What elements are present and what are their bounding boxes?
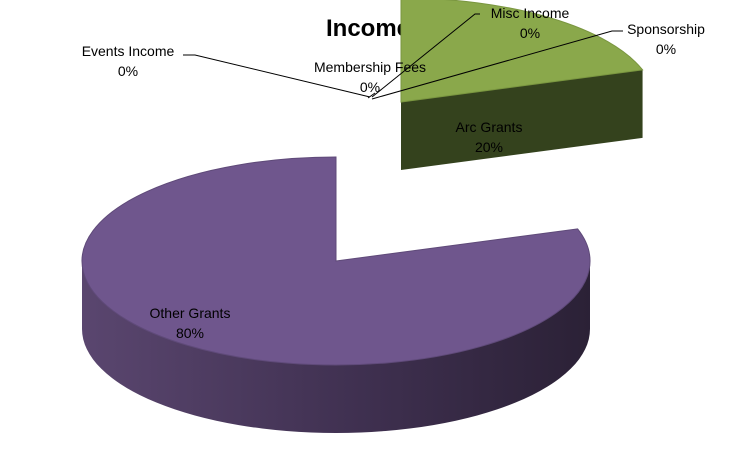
slice-name-arc-grants: Arc Grants [456,119,523,135]
slice-pct-events-income: 0% [118,63,138,79]
slice-pct-arc-grants: 20% [475,139,503,155]
chart-title: Income [326,15,410,42]
leader-line-membership-fees [367,92,376,99]
leader-line-sponsorship [371,30,623,100]
leader-line-events-income [183,54,371,98]
slice-pct-other-grants: 80% [176,325,204,341]
slice-cut-arc-grants [401,69,643,170]
slice-name-sponsorship: Sponsorship [627,21,705,37]
slice-side-other-grants [82,261,590,433]
pie-layer [81,0,644,433]
slice-label-misc-income: Misc Income 0% [491,5,570,41]
slice-top-other-grants [81,156,591,366]
slice-label-sponsorship: Sponsorship 0% [627,21,705,57]
slice-name-other-grants: Other Grants [150,305,231,321]
slice-label-other-grants: Other Grants 80% [150,305,231,341]
slice-pct-membership-fees: 0% [360,79,380,95]
slice-label-membership-fees: Membership Fees 0% [314,59,426,95]
slice-pct-sponsorship: 0% [656,41,676,57]
slice-name-membership-fees: Membership Fees [314,59,426,75]
slice-pct-misc-income: 0% [520,25,540,41]
slice-name-misc-income: Misc Income [491,5,570,21]
slice-label-events-income: Events Income 0% [82,43,175,79]
slice-name-events-income: Events Income [82,43,175,59]
slice-label-arc-grants: Arc Grants 20% [456,119,523,155]
leader-line-misc-income [371,13,480,98]
